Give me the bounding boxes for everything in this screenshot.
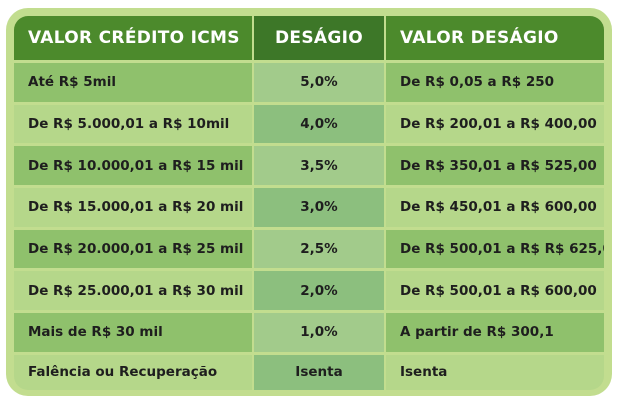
- table-row: De R$ 10.000,01 a R$ 15 mil 3,5% De R$ 3…: [14, 146, 604, 189]
- cell-valor-credito: Mais de R$ 30 mil: [14, 313, 254, 355]
- cell-desagio: 3,0%: [254, 188, 386, 230]
- table-body: Até R$ 5mil 5,0% De R$ 0,05 a R$ 250 De …: [14, 63, 604, 390]
- cell-valor-credito: De R$ 5.000,01 a R$ 10mil: [14, 104, 254, 147]
- cell-valor-credito: De R$ 25.000,01 a R$ 30 mil: [14, 271, 254, 314]
- cell-desagio: Isenta: [254, 354, 386, 390]
- cell-valor-desagio: De R$ 200,01 a R$ 400,00: [386, 104, 604, 147]
- header-row: VALOR CRÉDITO ICMS DESÁGIO VALOR DESÁGIO: [14, 16, 604, 63]
- cell-desagio: 4,0%: [254, 104, 386, 147]
- cell-valor-credito: De R$ 20.000,01 a R$ 25 mil: [14, 229, 254, 272]
- table-row: De R$ 20.000,01 a R$ 25 mil 2,5% De R$ 5…: [14, 229, 604, 272]
- cell-desagio: 2,0%: [254, 271, 386, 314]
- cell-valor-desagio: De R$ 500,01 a R$ 600,00: [386, 271, 604, 314]
- header-desagio: DESÁGIO: [254, 16, 386, 63]
- cell-valor-desagio: De R$ 450,01 a R$ 600,00: [386, 188, 604, 230]
- cell-desagio: 5,0%: [254, 63, 386, 105]
- table-row: Até R$ 5mil 5,0% De R$ 0,05 a R$ 250: [14, 63, 604, 105]
- table-row: De R$ 25.000,01 a R$ 30 mil 2,0% De R$ 5…: [14, 271, 604, 314]
- cell-desagio: 1,0%: [254, 313, 386, 355]
- header-valor-desagio: VALOR DESÁGIO: [386, 16, 604, 63]
- cell-valor-desagio: De R$ 500,01 a R$ R$ 625,00: [386, 229, 604, 272]
- cell-valor-desagio: A partir de R$ 300,1: [386, 313, 604, 355]
- table-row: De R$ 5.000,01 a R$ 10mil 4,0% De R$ 200…: [14, 104, 604, 147]
- cell-desagio: 2,5%: [254, 229, 386, 272]
- cell-desagio: 3,5%: [254, 146, 386, 189]
- header-valor-credito: VALOR CRÉDITO ICMS: [14, 16, 254, 63]
- cell-valor-credito: De R$ 10.000,01 a R$ 15 mil: [14, 146, 254, 189]
- icms-desagio-table: VALOR CRÉDITO ICMS DESÁGIO VALOR DESÁGIO…: [14, 16, 604, 390]
- table-row: Falência ou Recuperação Isenta Isenta: [14, 354, 604, 390]
- cell-valor-credito: Falência ou Recuperação: [14, 354, 254, 390]
- cell-valor-credito: De R$ 15.000,01 a R$ 20 mil: [14, 188, 254, 230]
- table-header: VALOR CRÉDITO ICMS DESÁGIO VALOR DESÁGIO: [14, 16, 604, 63]
- cell-valor-desagio: De R$ 0,05 a R$ 250: [386, 63, 604, 105]
- cell-valor-desagio: De R$ 350,01 a R$ 525,00: [386, 146, 604, 189]
- cell-valor-desagio: Isenta: [386, 354, 604, 390]
- table-row: Mais de R$ 30 mil 1,0% A partir de R$ 30…: [14, 313, 604, 355]
- table-row: De R$ 15.000,01 a R$ 20 mil 3,0% De R$ 4…: [14, 188, 604, 230]
- cell-valor-credito: Até R$ 5mil: [14, 63, 254, 105]
- icms-table-frame: VALOR CRÉDITO ICMS DESÁGIO VALOR DESÁGIO…: [6, 8, 612, 396]
